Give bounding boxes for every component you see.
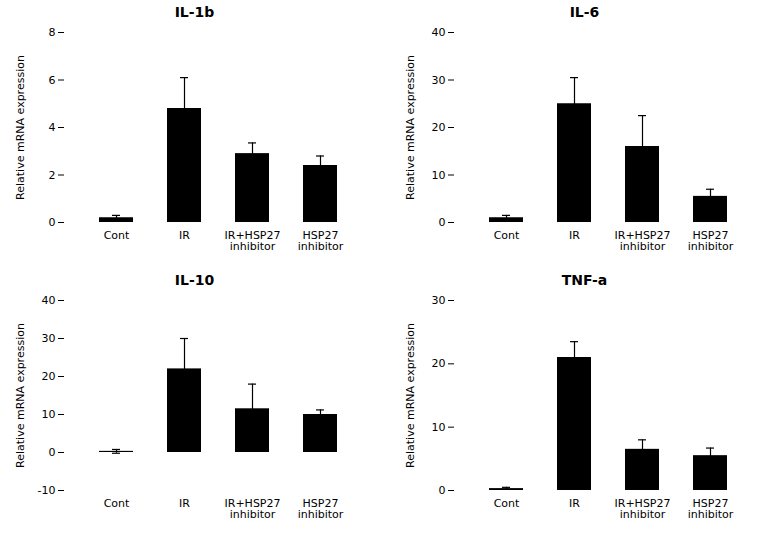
svg-text:40: 40 xyxy=(42,294,56,307)
svg-text:IR: IR xyxy=(569,229,580,242)
svg-text:20: 20 xyxy=(42,370,56,383)
svg-text:6: 6 xyxy=(49,74,56,87)
svg-text:Cont: Cont xyxy=(494,497,520,510)
svg-text:0: 0 xyxy=(49,446,56,459)
svg-text:IR: IR xyxy=(179,497,190,510)
svg-text:30: 30 xyxy=(432,74,446,87)
svg-text:10: 10 xyxy=(432,169,446,182)
svg-text:HSP27inhibitor: HSP27inhibitor xyxy=(298,229,344,253)
svg-text:Relative mRNA expression: Relative mRNA expression xyxy=(14,323,27,468)
svg-text:IR+HSP27inhibitor: IR+HSP27inhibitor xyxy=(615,497,671,521)
html-text:IL-10: IL-10 xyxy=(174,272,215,288)
svg-text:8: 8 xyxy=(49,26,56,39)
svg-text:IR: IR xyxy=(569,497,580,510)
svg-text:10: 10 xyxy=(42,408,56,421)
svg-text:Relative mRNA expression: Relative mRNA expression xyxy=(404,323,417,468)
svg-text:40: 40 xyxy=(432,26,446,39)
svg-text:4: 4 xyxy=(49,121,56,134)
svg-text:IR+HSP27inhibitor: IR+HSP27inhibitor xyxy=(615,229,671,253)
svg-text:IR: IR xyxy=(179,229,190,242)
svg-text:30: 30 xyxy=(42,332,56,345)
svg-text:0: 0 xyxy=(439,216,446,229)
svg-text:HSP27inhibitor: HSP27inhibitor xyxy=(298,497,344,521)
svg-text:10: 10 xyxy=(432,421,446,434)
svg-text:Relative mRNA expression: Relative mRNA expression xyxy=(14,55,27,200)
svg-text:Cont: Cont xyxy=(494,229,520,242)
svg-text:0: 0 xyxy=(49,216,56,229)
svg-text:30: 30 xyxy=(432,294,446,307)
svg-text:Cont: Cont xyxy=(104,497,130,510)
svg-text:IR+HSP27inhibitor: IR+HSP27inhibitor xyxy=(225,497,281,521)
svg-text:0: 0 xyxy=(439,484,446,497)
svg-text:IR+HSP27inhibitor: IR+HSP27inhibitor xyxy=(225,229,281,253)
svg-text:2: 2 xyxy=(49,169,56,182)
svg-text:20: 20 xyxy=(432,357,446,370)
html-text:IL-1b: IL-1b xyxy=(174,4,215,20)
svg-text:HSP27inhibitor: HSP27inhibitor xyxy=(688,229,734,253)
svg-text:20: 20 xyxy=(432,121,446,134)
html-text:TNF-a: TNF-a xyxy=(561,272,608,288)
svg-text:Cont: Cont xyxy=(104,229,130,242)
svg-text:HSP27inhibitor: HSP27inhibitor xyxy=(688,497,734,521)
svg-text:Relative mRNA expression: Relative mRNA expression xyxy=(404,55,417,200)
svg-text:-10: -10 xyxy=(38,484,56,497)
html-text:IL-6: IL-6 xyxy=(569,4,600,20)
